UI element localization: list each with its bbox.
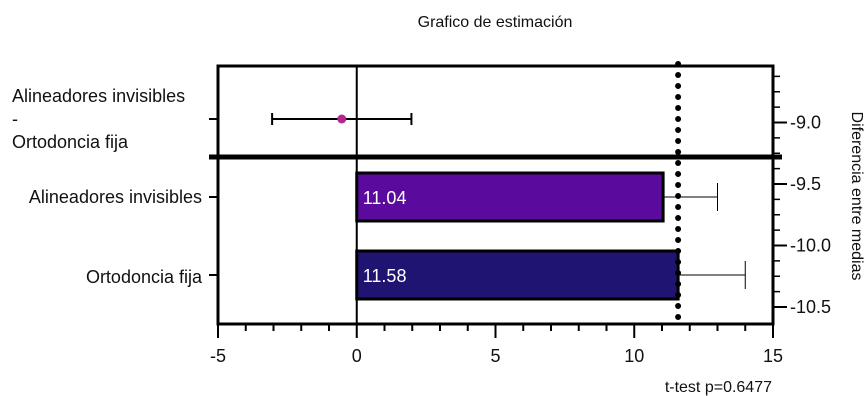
- diff-label-line-2: -: [12, 109, 18, 129]
- right-axis: -9.0 -9.5 -10.0 -10.5: [773, 75, 831, 317]
- right-tick-label: -10.5: [790, 297, 831, 317]
- bars-group: 11.04 11.58: [209, 66, 746, 324]
- bar-value-label-1: 11.58: [363, 266, 407, 286]
- footnote: t-test p=0.6477: [665, 379, 772, 396]
- bar-1: [355, 249, 680, 301]
- x-tick-label: -5: [210, 346, 226, 366]
- bar-label-alineadores: Alineadores invisibles: [29, 187, 202, 207]
- bar-label-ortodoncia: Ortodoncia fija: [86, 267, 203, 287]
- diff-point: [337, 114, 347, 124]
- right-tick-label: -9.0: [790, 113, 821, 133]
- right-tick-label: -9.5: [790, 174, 821, 194]
- bar-value-label-0: 11.04: [363, 188, 407, 208]
- x-tick-label: 0: [352, 346, 362, 366]
- right-tick-label: -10.0: [790, 236, 831, 256]
- x-tick-label: 10: [624, 346, 644, 366]
- difference-group: [209, 113, 413, 125]
- right-axis-label: Diferencia entre medias: [848, 112, 865, 281]
- x-tick-label: 15: [763, 346, 783, 366]
- x-tick-label: 5: [490, 346, 500, 366]
- difference-panel: [216, 64, 775, 159]
- x-axis: -5 0 5 10 15: [210, 324, 783, 366]
- diff-label-line-3: Ortodoncia fija: [12, 132, 129, 152]
- bar-0: [355, 171, 665, 223]
- diff-label-line-1: Alineadores invisibles: [12, 86, 185, 106]
- chart-title: Grafico de estimación: [418, 14, 573, 31]
